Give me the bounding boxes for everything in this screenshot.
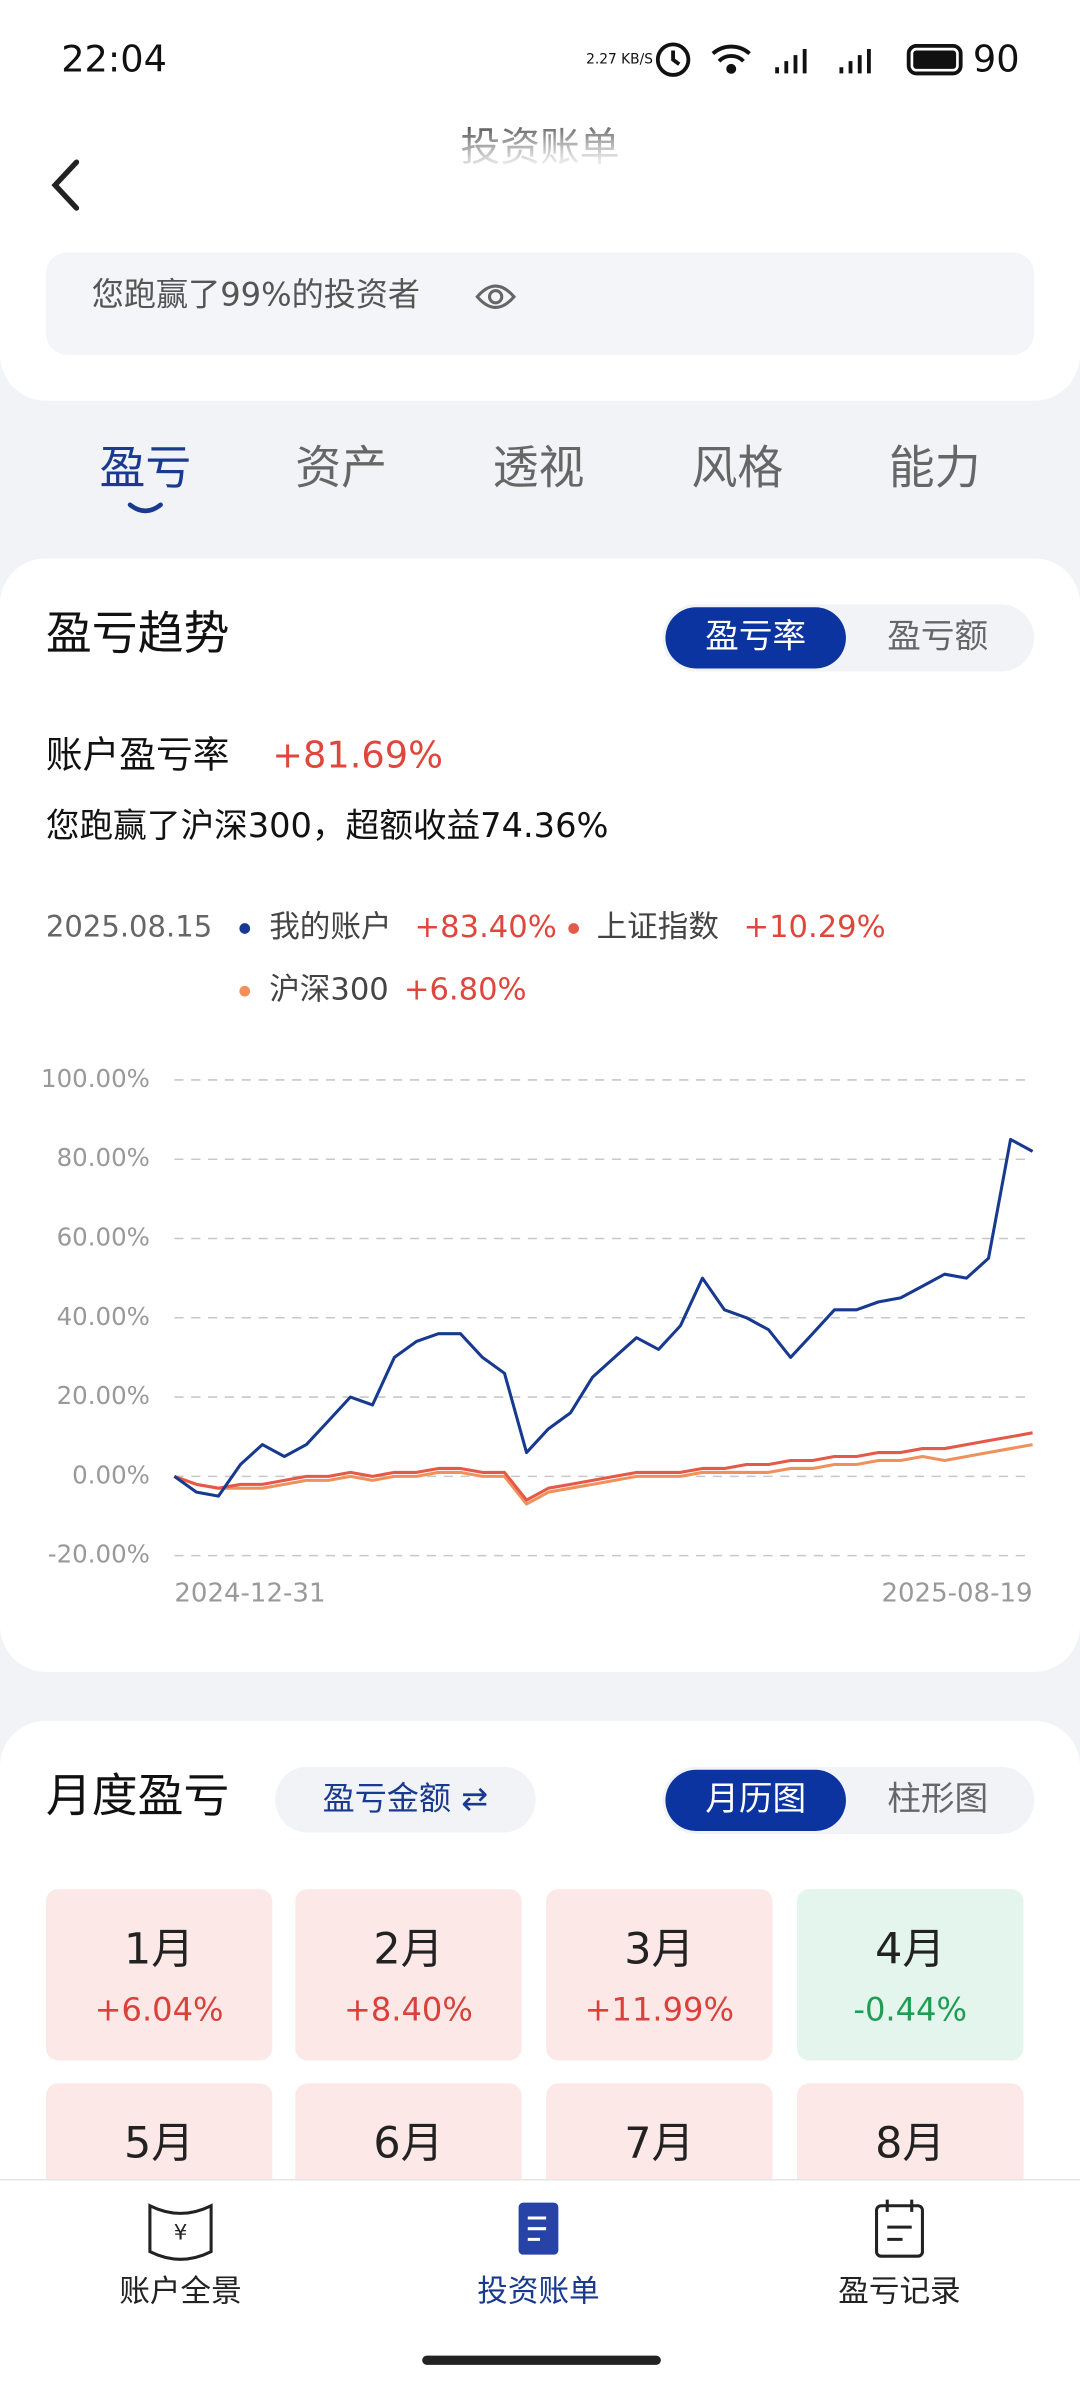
tab[interactable]: 透视 <box>493 441 585 495</box>
month-value: -0.44% <box>853 1990 967 2028</box>
status-icons <box>655 42 963 77</box>
month-name: 6月 <box>373 2119 443 2169</box>
tab[interactable]: 能力 <box>889 441 981 495</box>
y-tick-label: 20.00% <box>57 1381 150 1410</box>
month-name: 1月 <box>124 1924 194 1974</box>
toggle-option[interactable]: 盈亏额 <box>887 616 988 655</box>
month-name: 7月 <box>624 2119 694 2169</box>
series-line <box>173 1431 1033 1502</box>
y-tick-label: 40.00% <box>57 1302 150 1331</box>
trend-card <box>0 558 1080 1672</box>
rate-value: +81.69% <box>272 734 443 777</box>
nav-icons: ¥ <box>148 2199 924 2261</box>
month-cell[interactable] <box>796 1889 1024 2061</box>
summary-text: 您跑赢了99%的投资者 <box>92 276 420 314</box>
tab-indicator <box>127 502 163 514</box>
monthly-title: 月度盈亏 <box>46 1768 230 1822</box>
legend-dot <box>239 985 251 997</box>
month-name: 2月 <box>373 1924 443 1974</box>
toggle-active <box>665 607 846 669</box>
eye-icon[interactable] <box>475 284 517 309</box>
series-line <box>173 1137 1034 1498</box>
back-button[interactable] <box>51 159 80 211</box>
tab[interactable]: 盈亏 <box>99 441 191 495</box>
y-tick-label: -20.00% <box>48 1540 150 1569</box>
legend-name: 上证指数 <box>597 910 719 945</box>
legend-value: +83.40% <box>415 910 557 945</box>
y-tick-label: 80.00% <box>57 1143 150 1172</box>
mode-pill[interactable] <box>275 1766 536 1833</box>
month-cell[interactable] <box>295 1889 522 2061</box>
nav-item[interactable]: 账户全景 <box>119 2274 241 2309</box>
rate-label: 账户盈亏率 <box>46 734 230 777</box>
svg-text:¥: ¥ <box>174 2220 188 2245</box>
beat-text: 您跑赢了沪深300，超额收益74.36% <box>46 806 609 845</box>
month-value: +11.99% <box>585 1990 734 2028</box>
toggle-option[interactable]: 盈亏率 <box>705 616 806 655</box>
trend-title: 盈亏趋势 <box>46 606 230 660</box>
home-indicator <box>422 2355 661 2365</box>
legend-name: 沪深300 <box>269 973 389 1008</box>
series-line <box>173 1443 1033 1506</box>
y-tick-label: 60.00% <box>57 1222 150 1251</box>
legend-dot <box>239 923 251 934</box>
legend-value: +6.80% <box>404 973 527 1008</box>
toggle-active <box>665 1769 846 1831</box>
month-name: 3月 <box>624 1924 694 1974</box>
blur-mask <box>321 134 903 239</box>
nav-item[interactable]: 盈亏记录 <box>838 2274 960 2309</box>
month-name: 4月 <box>875 1924 945 1974</box>
status-time: 22:04 <box>61 38 167 81</box>
summary-box <box>45 252 1035 355</box>
month-name: 8月 <box>875 2119 945 2169</box>
month-name: 5月 <box>124 2119 194 2169</box>
month-value: +8.40% <box>344 1990 473 2028</box>
mode-text: 盈亏金额 ⇄ <box>323 1779 489 1817</box>
legend-date: 2025.08.15 <box>46 909 212 943</box>
toggle-option[interactable]: 月历图 <box>705 1779 806 1818</box>
nav-item[interactable]: 投资账单 <box>477 2274 599 2309</box>
month-cell[interactable] <box>45 1889 273 2061</box>
net-speed: 2.27 KB/S <box>586 52 653 68</box>
x-tick-label: 2025-08-19 <box>881 1578 1032 1608</box>
tab[interactable]: 风格 <box>691 441 783 495</box>
legend-value: +10.29% <box>743 910 885 945</box>
y-tick-label: 100.00% <box>41 1064 150 1093</box>
month-cell[interactable] <box>546 1889 773 2061</box>
y-tick-label: 0.00% <box>72 1460 150 1489</box>
x-tick-label: 2024-12-31 <box>174 1578 325 1608</box>
toggle-option[interactable]: 柱形图 <box>887 1779 988 1818</box>
legend-name: 我的账户 <box>269 910 391 945</box>
legend-dot <box>568 923 580 934</box>
battery-level: 90 <box>973 38 1020 81</box>
tab[interactable]: 资产 <box>295 441 387 495</box>
month-value: +6.04% <box>95 1990 224 2028</box>
